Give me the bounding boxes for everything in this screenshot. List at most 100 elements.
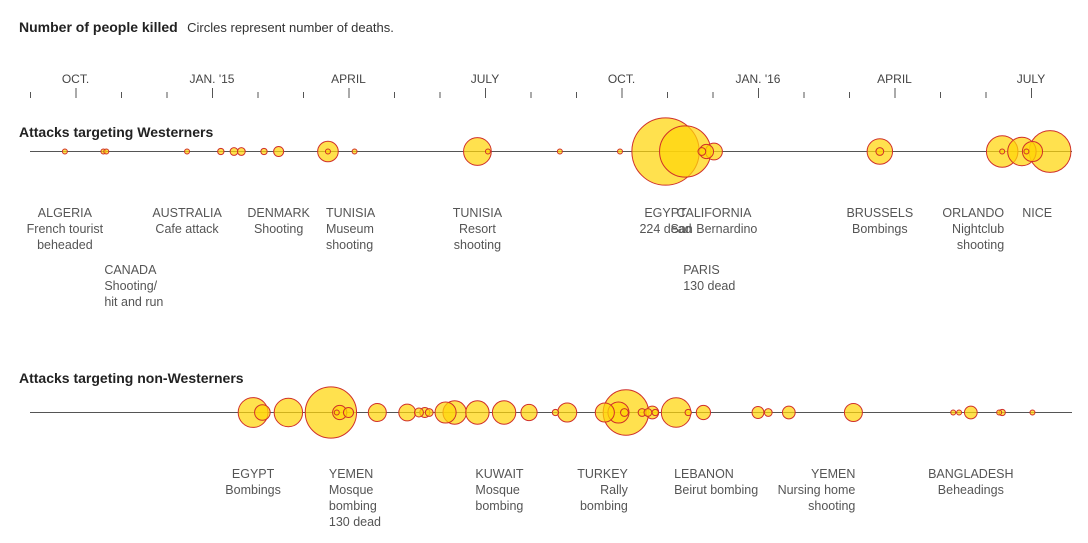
attack-annotation: ORLANDO Nightclub shooting: [942, 206, 1004, 252]
annotation-line: Cafe attack: [155, 222, 219, 236]
chart-subtitle: Circles represent number of deaths.: [187, 20, 394, 35]
annotation-line: EGYPT: [644, 206, 687, 220]
annotation-line: shooting: [326, 238, 373, 252]
attack-bubble: [557, 402, 578, 423]
time-axis: OCT. JAN. '15 APRIL JULY OCT. JAN. '16 APRIL JU…: [30, 72, 1045, 98]
annotation-line: French tourist: [27, 222, 104, 236]
annotation-line: Rally: [600, 483, 629, 497]
annotation-line: Shooting: [254, 222, 303, 236]
attack-bubble: [520, 403, 538, 422]
attack-bubble: [843, 403, 863, 422]
annotation-line: ALGERIA: [38, 206, 93, 220]
annotation-line: Nursing home: [778, 483, 856, 497]
attack-bubble: [333, 409, 340, 416]
annotation-line: 224 dead: [639, 222, 691, 236]
attack-annotation: NICE: [1022, 206, 1052, 220]
attack-annotation: YEMEN Mosque bombing 130 dead: [329, 467, 381, 529]
annotation-line: TURKEY: [577, 467, 628, 481]
annotation-line: bombing: [580, 499, 628, 513]
annotation-line: 130 dead: [329, 515, 381, 529]
annotation-line: hit and run: [104, 295, 163, 309]
annotation-line: YEMEN: [811, 467, 855, 481]
annotation-line: bombing: [475, 499, 523, 513]
annotation-line: Museum: [326, 222, 374, 236]
attack-bubble: [996, 409, 1003, 416]
chart-title-main: Number of people killed: [19, 19, 178, 35]
attack-bubble: [398, 403, 417, 422]
attack-annotation: DENMARK Shooting: [247, 206, 310, 236]
annotation-line: bombing: [329, 499, 377, 513]
attack-annotation: PARIS 130 dead: [683, 263, 735, 293]
attack-annotation: ALGERIA French tourist beheaded: [27, 206, 104, 252]
annotation-line: Mosque: [329, 483, 374, 497]
axis-month-label: JULY: [471, 72, 499, 86]
attack-bubble: [484, 148, 491, 155]
attack-bubble: [781, 405, 796, 420]
attack-bubble: [103, 148, 110, 155]
attack-bubble: [751, 406, 765, 419]
attack-annotation: EGYPT Bombings: [225, 467, 281, 497]
attack-bubble: [424, 408, 434, 417]
attack-bubble: [763, 408, 773, 417]
attack-bubble: [184, 148, 191, 155]
attack-bubble: [643, 408, 653, 417]
attack-bubble: [304, 386, 358, 439]
attack-bubble: [999, 148, 1006, 155]
attack-annotation: YEMEN Nursing home shooting: [778, 467, 856, 513]
annotation-line: CALIFORNIA: [676, 206, 752, 220]
attack-bubble: [229, 147, 239, 156]
attack-bubble: [463, 137, 492, 166]
attack-bubble: [217, 147, 225, 156]
series-westerners-title: Attacks targeting Westerners: [19, 124, 213, 140]
attack-bubble: [413, 407, 424, 418]
attack-bubble: [684, 408, 692, 417]
attack-bubble: [351, 148, 358, 155]
attack-bubble: [956, 409, 963, 416]
attack-annotation: BANGLADESH Beheadings: [928, 467, 1013, 497]
attack-bubble: [465, 400, 490, 425]
attack-annotation: BRUSSELS Bombings: [846, 206, 913, 236]
annotation-line: TUNISIA: [453, 206, 503, 220]
chart-title: Number of people killed Circles represen…: [19, 19, 394, 36]
attack-bubble: [61, 148, 68, 155]
annotation-line: CANADA: [104, 263, 157, 277]
series-non-westerners-title: Attacks targeting non-Westerners: [19, 370, 244, 386]
attack-bubble: [273, 145, 285, 158]
attack-annotation: TUNISIA Resort shooting: [453, 206, 503, 252]
attack-bubble: [963, 405, 978, 420]
axis-month-label: JAN. '16: [736, 72, 781, 86]
attack-bubble: [260, 147, 268, 156]
attack-bubble: [651, 408, 659, 417]
annotation-line: Beheadings: [938, 483, 1004, 497]
attack-bubble: [551, 408, 560, 417]
annotation-line: San Bernardino: [671, 222, 758, 236]
annotation-line: beheaded: [37, 238, 93, 252]
annotation-line: Beirut bombing: [674, 483, 758, 497]
attack-bubble: [367, 403, 387, 422]
attack-bubble: [342, 406, 355, 419]
annotation-line: Mosque: [475, 483, 520, 497]
axis-month-label: JULY: [1017, 72, 1045, 86]
attack-bubble: [1023, 148, 1030, 155]
annotation-line: shooting: [808, 499, 855, 513]
annotation-line: EGYPT: [232, 467, 275, 481]
attack-bubble: [875, 147, 885, 156]
attack-bubble: [697, 147, 707, 156]
annotation-line: KUWAIT: [475, 467, 524, 481]
attack-bubble: [491, 400, 517, 425]
attack-bubble: [324, 148, 331, 155]
series-westerners: Attacks targeting Westerners ALGERIA Fren…: [19, 117, 1072, 309]
annotation-line: DENMARK: [247, 206, 310, 220]
attack-bubble: [254, 404, 271, 421]
annotation-line: ORLANDO: [942, 206, 1004, 220]
annotation-line: Shooting/: [104, 279, 157, 293]
attack-bubble: [695, 404, 712, 421]
attack-bubble: [594, 402, 615, 423]
annotation-line: Bombings: [852, 222, 908, 236]
attack-annotation: KUWAIT Mosque bombing: [475, 467, 524, 513]
attack-bubble: [236, 147, 246, 156]
annotation-line: shooting: [454, 238, 501, 252]
attack-annotation: TUNISIA Museum shooting: [326, 206, 376, 252]
annotation-line: YEMEN: [329, 467, 373, 481]
annotation-line: PARIS: [683, 263, 720, 277]
